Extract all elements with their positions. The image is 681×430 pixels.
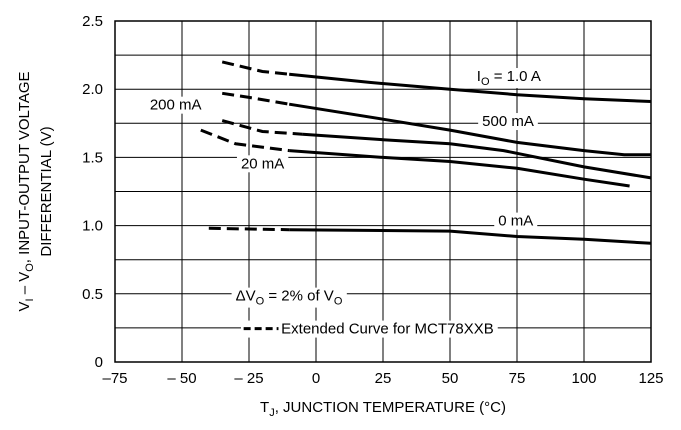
x-tick-label: 25: [375, 370, 392, 387]
label-500ma: 500 mA: [482, 113, 534, 130]
y-axis-label-line2: DIFFERENTIAL (V): [38, 126, 55, 256]
y-tick-label: 0: [95, 354, 103, 371]
curves: [200, 60, 652, 245]
label-bg-20ma: [236, 155, 289, 173]
legend-bg: [240, 320, 498, 338]
curve-solid-20-ma: [289, 149, 630, 188]
legend-dashed-label: Extended Curve for MCT78XXB: [281, 321, 494, 338]
label-200ma: 200 mA: [150, 97, 202, 114]
label-io-1a: IO = 1.0 A: [477, 68, 541, 88]
y-tick-label: 2.0: [82, 81, 103, 98]
curve-solid-200-ma: [302, 132, 652, 180]
x-tick-label: – 50: [167, 370, 196, 387]
label-0ma: 0 mA: [498, 213, 533, 230]
curve-solid-500-ma: [288, 102, 651, 157]
y-tick-label: 2.5: [82, 13, 103, 30]
curve-dashed-0-ma: [208, 226, 290, 232]
curve-dashed-200-ma: [221, 119, 303, 136]
label-bg-delta-vo: [231, 287, 347, 308]
x-tick-label: 100: [571, 370, 596, 387]
y-axis-label-line1: VI – VO, INPUT-OUTPUT VOLTAGE: [16, 71, 36, 311]
grid: [114, 20, 652, 363]
x-tick-label: – 25: [234, 370, 263, 387]
curve-dashed-io-1-0-a: [221, 60, 290, 76]
label-bg-io-1a: [472, 68, 545, 89]
x-axis-label: TJ, JUNCTION TEMPERATURE (°C): [260, 399, 506, 419]
plot-frame: [114, 20, 652, 363]
x-tick-label: 125: [638, 370, 663, 387]
x-tick-label: 50: [442, 370, 459, 387]
x-tick-label: –75: [102, 370, 127, 387]
label-20ma: 20 mA: [241, 155, 284, 172]
plot-border: [114, 20, 652, 363]
y-tick-labels: 0 0.5 1.0 1.5 2.0 2.5: [82, 13, 103, 371]
x-tick-label: 75: [509, 370, 526, 387]
curve-dashed-500-ma: [221, 91, 290, 106]
y-tick-label: 1.5: [82, 149, 103, 166]
y-tick-label: 1.0: [82, 218, 103, 235]
curve-solid-0-ma: [289, 228, 652, 245]
label-bg-500ma: [478, 113, 538, 131]
label-delta-vo: ΔVO = 2% of VO: [236, 288, 343, 308]
curve-solid-io-1-0-a: [289, 72, 652, 103]
label-bg-0ma: [494, 212, 538, 230]
x-tick-label: 0: [312, 370, 320, 387]
y-tick-label: 0.5: [82, 286, 103, 303]
curve-dashed-20-ma: [200, 128, 290, 153]
x-tick-labels: –75 – 50 – 25 0 25 50 75 100 125: [102, 370, 663, 387]
label-bg-200ma: [145, 96, 206, 114]
